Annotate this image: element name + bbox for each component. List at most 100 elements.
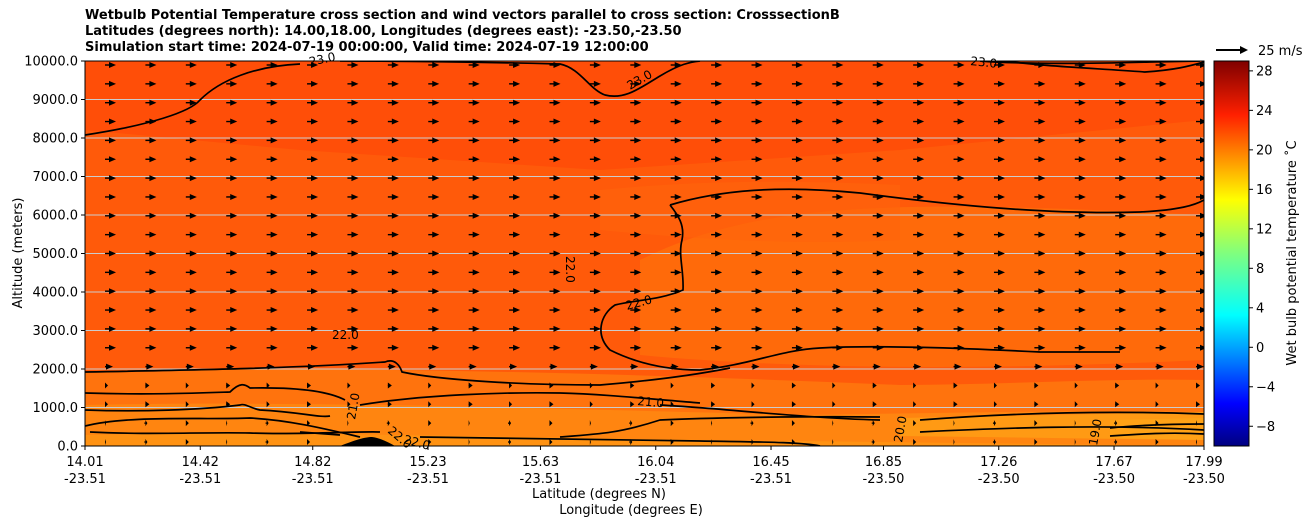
wind-vector-head [953,420,955,427]
wind-vector-head [149,250,157,257]
wind-vector-head [1159,62,1167,68]
wind-vector-head [553,325,561,332]
wind-vector-head [109,118,116,125]
wind-vector-head [593,137,601,144]
wind-vector-head [391,193,399,200]
wind-vector-head [997,175,1005,182]
wind-vector-head [1035,363,1043,370]
wind-vector-head [997,212,1005,219]
wind-vector-head [270,269,278,276]
wind-vector-head [997,231,1005,238]
x-tick-label-lon: -23.51 [750,472,792,487]
wind-vector-head [917,212,925,219]
wind-vector-head [711,382,716,389]
wind-vector-head [189,193,197,200]
wind-vector-head [634,156,642,163]
wind-vector-head [795,118,803,125]
wind-vector-head [311,156,319,163]
wind-vector-head [872,382,877,389]
wind-vector-head [149,80,157,87]
wind-vector-head [432,307,440,314]
contour-label: 22.0 [624,292,653,312]
wind-vector-head [513,156,521,163]
wind-vector-head [109,137,116,144]
wind-vector-head [997,99,1005,106]
wind-vector-head [674,80,682,87]
wind-vector-head [1200,118,1204,125]
wind-vector-head [227,363,235,370]
wind-vector-head [997,156,1005,163]
wind-vector-head [634,288,642,295]
wind-vector-head [351,62,359,68]
wind-vector-head [593,288,601,295]
wind-vector-head [230,288,238,295]
wind-vector-head [1196,401,1200,408]
wind-vector-head [230,137,238,144]
wind-vector-head [149,175,157,182]
x-tick-label-lon: -23.51 [635,472,677,487]
wind-vector-head [1115,439,1118,445]
colorbar-label: Wet bulb potential temperature ˚C [1284,140,1300,365]
wind-vector-head [185,382,189,389]
wind-vector-head [1038,118,1046,125]
wind-vector-head [472,118,480,125]
contour-label: 21.0 [344,392,362,421]
wind-vector-head [795,193,803,200]
wind-vector-head [1119,325,1127,332]
wind-vector-head [432,231,440,238]
wind-vector-head [109,250,116,257]
wind-vector-head [755,307,763,314]
wind-vector-head [1159,80,1167,87]
wind-vector-head [634,80,642,87]
wind-vector-head [755,193,763,200]
wind-vector-head [1038,137,1046,144]
wind-vector-head [311,62,319,68]
wind-vector-head [795,288,803,295]
wind-vector-head [836,193,844,200]
wind-vector-head [270,325,278,332]
contour-label: 23.0 [970,54,998,71]
wind-vector-head [876,193,884,200]
wind-vector-head [630,439,633,445]
wind-vector-head [1038,288,1046,295]
wind-vector-head [957,212,965,219]
wind-vector-head [472,212,480,219]
wind-vector-head [226,382,231,389]
wind-vector-head [630,382,635,389]
wind-vector-head [993,439,996,445]
wind-vector-head [1159,156,1167,163]
wind-vector-head [189,99,197,106]
wind-vector-head [1119,193,1127,200]
wind-vector-head [1119,288,1127,295]
wind-vector-head [186,363,194,370]
colorbar-tick-label: 12 [1256,222,1273,237]
wind-vector-head [917,175,925,182]
x-tick-label-lon: -23.50 [863,472,905,487]
wind-vector-head [307,420,311,427]
wind-vector-head [351,307,359,314]
wind-vector-head [674,288,682,295]
wind-vector-head [1159,212,1167,219]
wind-vector-head [836,250,844,257]
wind-vector-head [1038,99,1046,106]
wind-vector-head [185,420,189,427]
wind-vector-head [917,137,925,144]
wind-vector-head [836,175,844,182]
wind-vector-head [109,288,116,295]
wind-vector-head [1119,118,1127,125]
wind-vector-head [953,401,958,408]
x-tick-label-lat: 17.26 [980,455,1017,470]
y-tick-label: 4000.0 [33,286,79,301]
x-tick-label-lat: 14.01 [66,455,103,470]
wind-vector-head [472,269,480,276]
wind-vector-head [791,439,795,445]
wind-vector-head [671,363,679,370]
wind-vector-head [109,80,116,87]
wind-vector-head [432,212,440,219]
wind-vector-head [1075,363,1083,370]
wind-vector-head [311,118,319,125]
wind-vector-head [351,118,359,125]
wind-vector-head [553,156,561,163]
wind-vector-head [795,175,803,182]
wind-vector-head [1119,212,1127,219]
